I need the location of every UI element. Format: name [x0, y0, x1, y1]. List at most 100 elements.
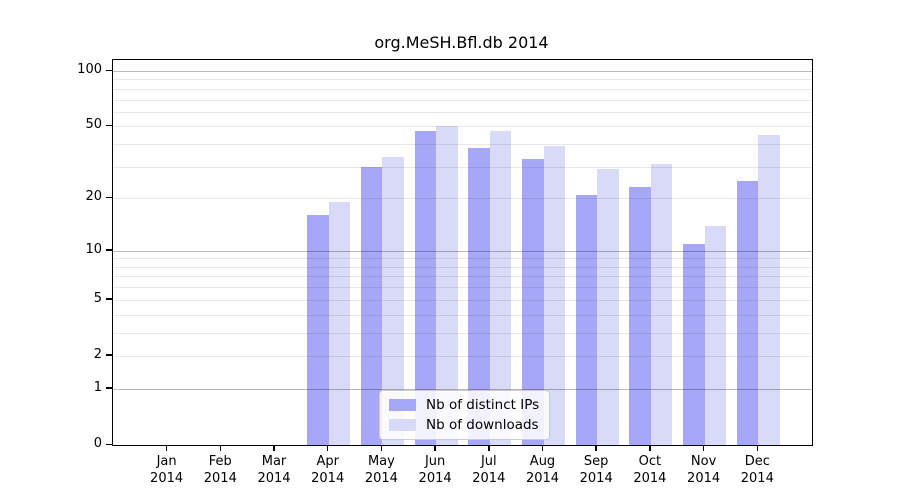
month-year: 2014	[364, 471, 398, 486]
legend-label-distinct-ips: Nb of distinct IPs	[426, 397, 540, 413]
y-tick-mark-10	[106, 249, 112, 251]
bar-distinct-ips-dec	[736, 180, 759, 445]
y-tick-label-0: 0	[93, 436, 102, 451]
plot-area: Nb of distinct IPs Nb of downloads	[112, 59, 813, 446]
gridline-100	[113, 71, 812, 72]
legend-item-distinct-ips: Nb of distinct IPs	[389, 397, 539, 413]
bar-distinct-ips-may	[360, 166, 383, 445]
bar-downloads-jul	[489, 131, 512, 445]
x-tick-mark-dec	[756, 445, 759, 451]
x-tick-mark-jan	[165, 445, 168, 451]
x-tick-mark-mar	[273, 445, 275, 451]
month-name: Dec	[744, 454, 770, 469]
x-tick-mark-apr	[326, 445, 329, 451]
month-name: Oct	[638, 454, 662, 469]
month-year: 2014	[150, 471, 184, 486]
bar-distinct-ips-jul	[468, 148, 490, 445]
gridline-1	[113, 388, 812, 390]
bar-distinct-ips-nov	[683, 243, 705, 445]
x-tick-label-jan: Jan 2014	[139, 453, 195, 487]
month-year: 2014	[633, 471, 667, 486]
legend: Nb of distinct IPs Nb of downloads	[379, 390, 551, 440]
bar-distinct-ips-apr	[307, 215, 329, 445]
y-tick-label-100: 100	[77, 62, 102, 77]
bar-downloads-may	[382, 156, 404, 445]
month-name: Feb	[208, 454, 232, 469]
x-tick-label-oct: Oct 2014	[622, 453, 678, 487]
gridline-3	[113, 332, 812, 334]
x-tick-mark-aug	[541, 445, 544, 451]
gridline-7	[113, 276, 812, 278]
bar-distinct-ips-aug	[522, 159, 544, 445]
month-year: 2014	[687, 471, 721, 486]
month-year: 2014	[472, 471, 506, 486]
bar-downloads-aug	[543, 146, 565, 445]
bar-downloads-dec	[758, 134, 780, 445]
month-name: Aug	[529, 454, 556, 469]
gridline-70	[113, 99, 812, 101]
x-tick-mark-jul	[488, 445, 490, 451]
month-name: Apr	[316, 454, 339, 469]
month-name: Sep	[583, 454, 609, 469]
y-tick-mark-50	[106, 124, 112, 127]
y-tick-label-5: 5	[93, 290, 102, 306]
gridline-5	[113, 299, 812, 301]
gridline-6	[113, 287, 812, 289]
y-tick-mark-0	[106, 443, 112, 445]
x-tick-label-may: May 2014	[353, 453, 409, 487]
gridline-4	[113, 314, 812, 316]
x-tick-mark-nov	[702, 445, 705, 451]
bar-downloads-jun	[436, 126, 458, 445]
bar-downloads-oct	[650, 164, 673, 445]
month-name: May	[367, 454, 395, 469]
bar-distinct-ips-jun	[414, 131, 437, 445]
gridline-9	[113, 258, 812, 260]
month-name: Nov	[690, 454, 717, 469]
gridline-90	[113, 79, 812, 81]
x-tick-mark-oct	[649, 445, 651, 451]
gridline-50	[113, 126, 812, 128]
y-tick-label-50: 50	[85, 117, 102, 133]
month-year: 2014	[740, 471, 774, 486]
gridline-20	[113, 198, 812, 200]
y-tick-label-20: 20	[85, 189, 102, 205]
y-tick-mark-5	[106, 298, 112, 300]
x-tick-label-aug: Aug 2014	[515, 453, 571, 487]
month-year: 2014	[525, 471, 560, 486]
x-tick-mark-may	[380, 445, 383, 451]
gridline-40	[113, 144, 812, 146]
gridline-80	[113, 88, 812, 90]
legend-item-downloads: Nb of downloads	[389, 417, 539, 433]
bar-downloads-nov	[704, 225, 727, 445]
month-name: Mar	[261, 454, 287, 469]
gridline-8	[113, 266, 812, 268]
month-year: 2014	[579, 471, 613, 486]
month-year: 2014	[418, 471, 452, 486]
bar-distinct-ips-sep	[575, 194, 598, 445]
y-tick-mark-1	[106, 387, 112, 389]
month-name: Jun	[424, 454, 446, 469]
y-tick-label-1: 1	[93, 379, 102, 395]
bar-distinct-ips-oct	[629, 187, 651, 445]
month-year: 2014	[203, 471, 237, 486]
x-tick-label-feb: Feb 2014	[192, 453, 248, 487]
legend-swatch-distinct-ips	[389, 399, 416, 411]
y-tick-mark-20	[106, 196, 112, 199]
x-tick-label-apr: Apr 2014	[300, 453, 356, 487]
month-year: 2014	[311, 471, 345, 486]
x-tick-label-sep: Sep 2014	[568, 453, 624, 487]
y-tick-mark-100	[106, 69, 112, 71]
x-tick-label-dec: Dec 2014	[729, 453, 785, 487]
gridline-2	[113, 355, 812, 357]
legend-label-downloads: Nb of downloads	[426, 417, 539, 433]
x-tick-mark-sep	[595, 445, 597, 451]
y-tick-label-2: 2	[93, 346, 102, 362]
x-tick-label-jun: Jun 2014	[407, 453, 463, 487]
x-tick-label-nov: Nov 2014	[676, 453, 732, 487]
gridline-60	[113, 111, 812, 113]
x-tick-mark-feb	[219, 445, 222, 451]
y-tick-label-10: 10	[85, 241, 102, 257]
bar-downloads-sep	[597, 169, 619, 445]
month-year: 2014	[257, 471, 291, 486]
x-tick-label-jul: Jul 2014	[461, 453, 517, 487]
